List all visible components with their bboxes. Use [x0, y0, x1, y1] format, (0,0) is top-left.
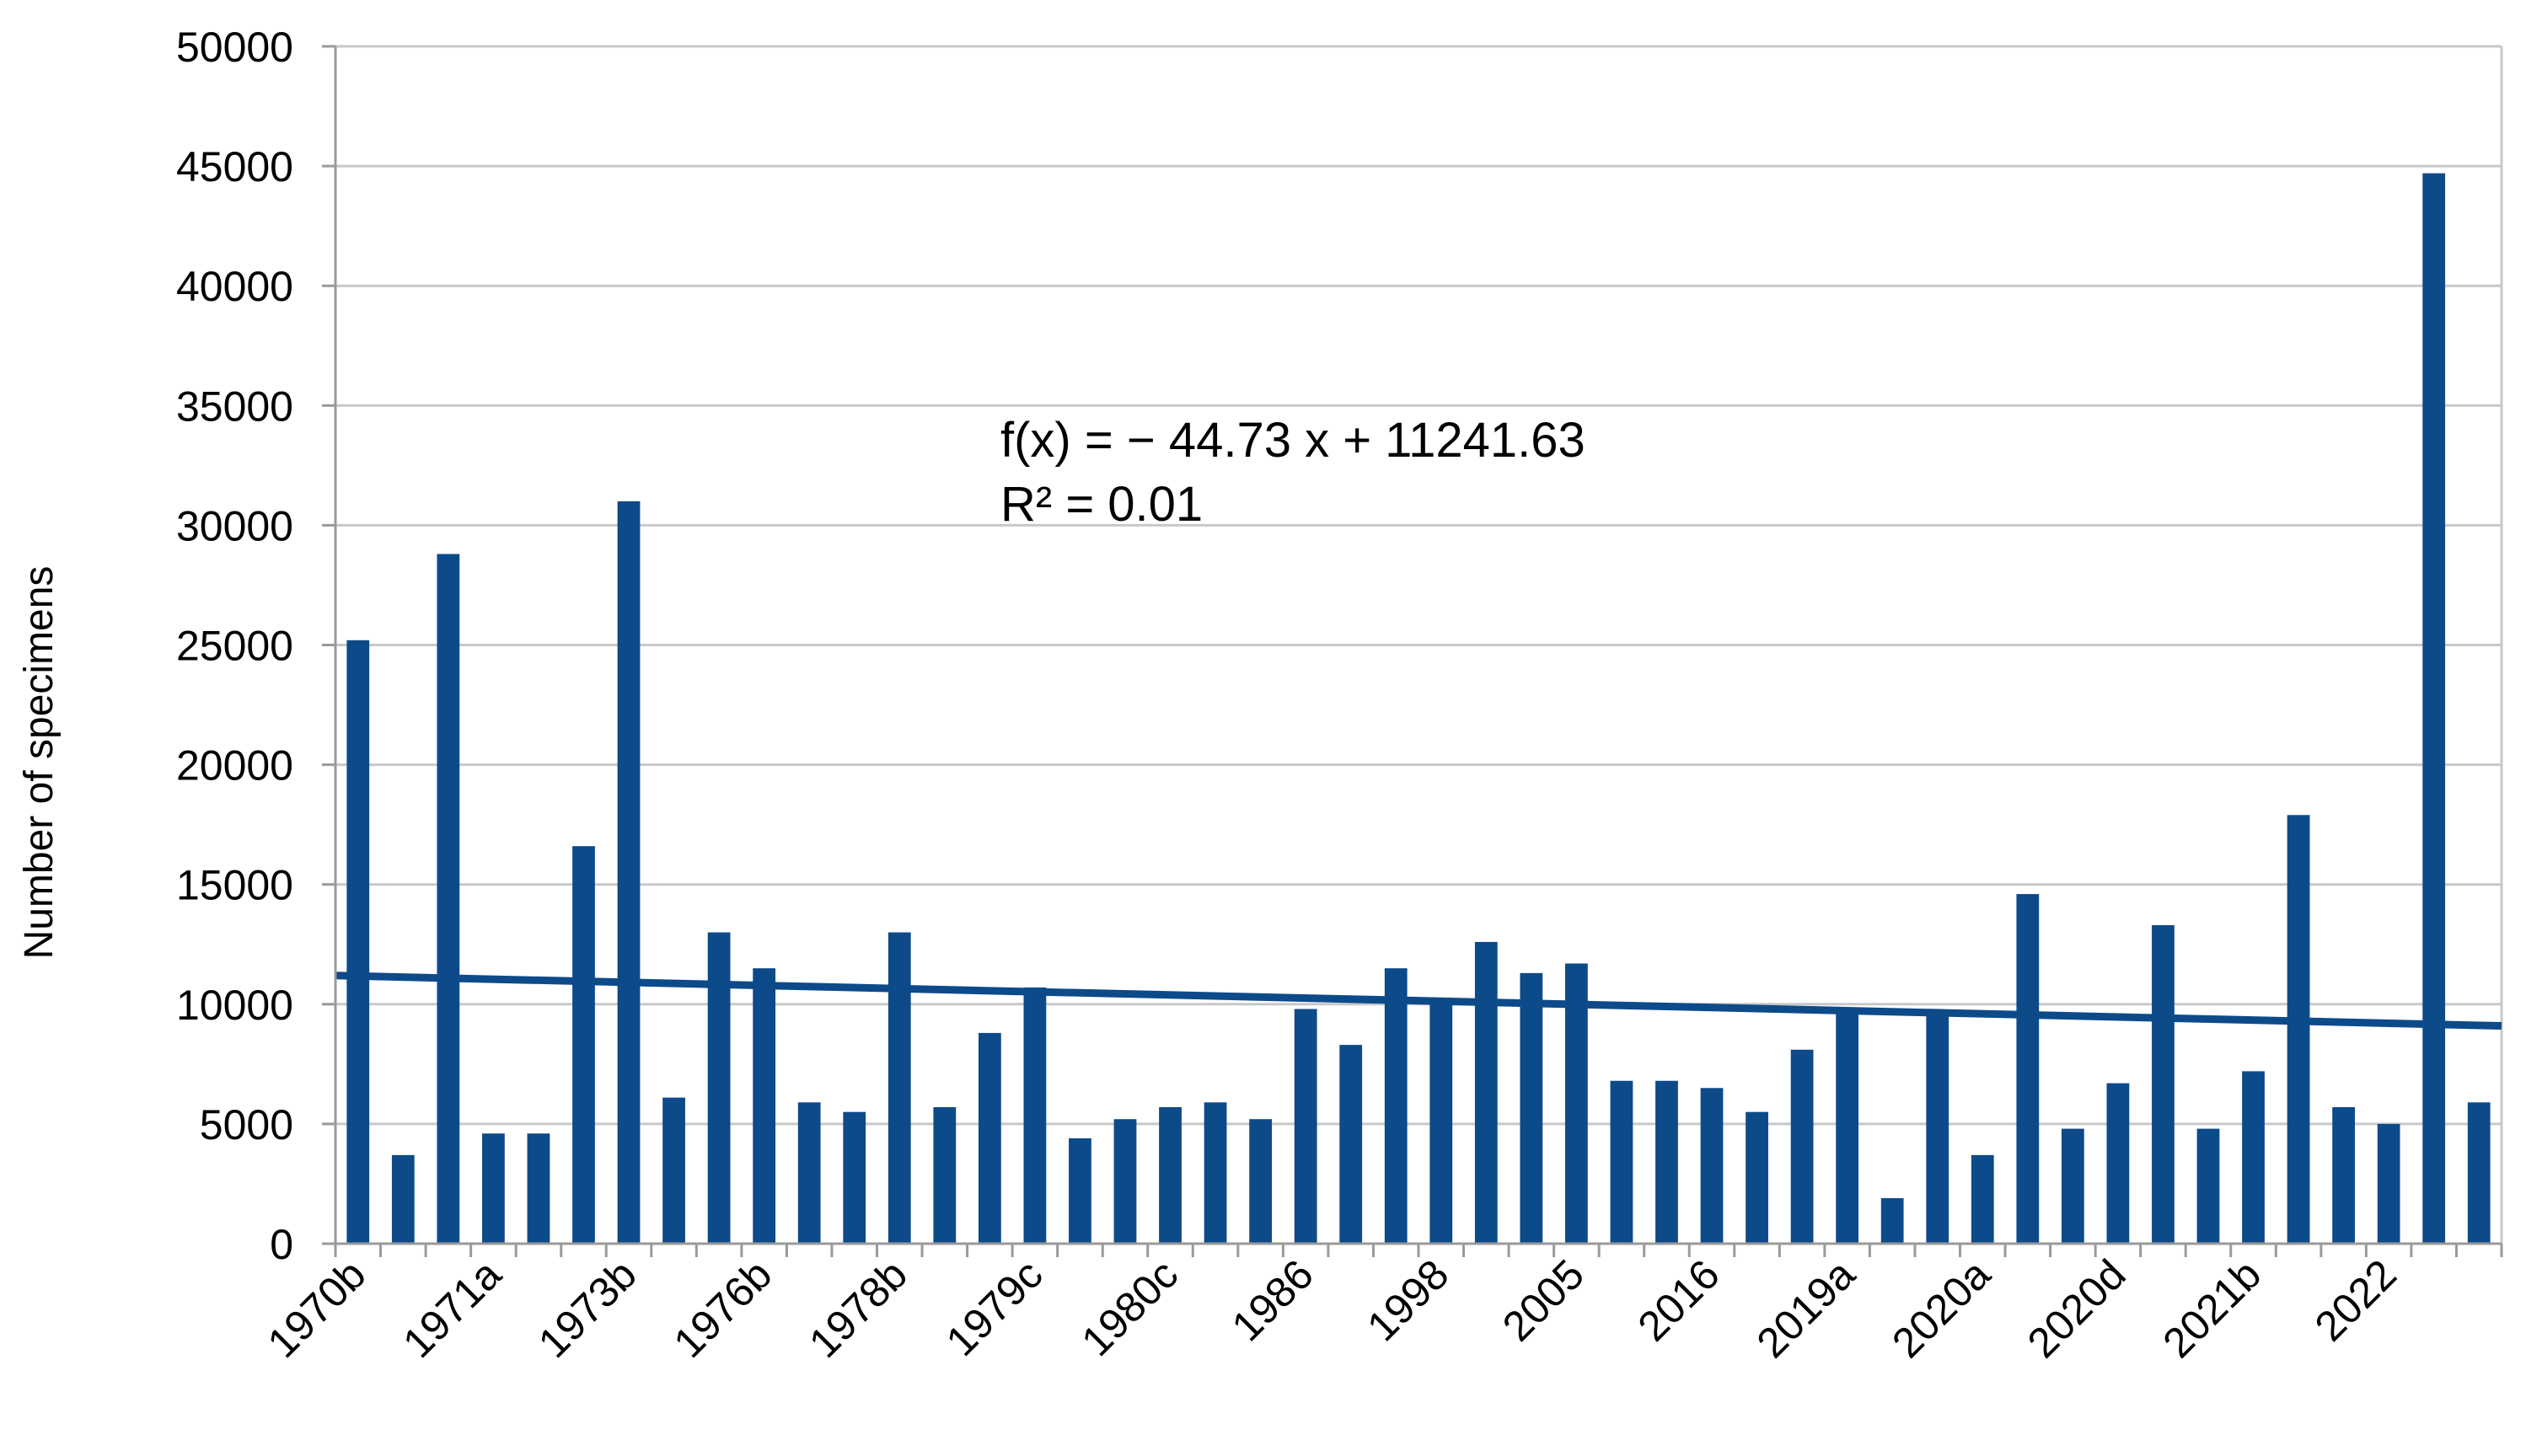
trend-equation: f(x) = − 44.73 x + 11241.63 [1000, 413, 1585, 468]
y-tick-label: 25000 [176, 623, 293, 670]
bar [527, 1133, 550, 1244]
bar [617, 500, 641, 1244]
bar [1384, 968, 1408, 1244]
y-tick-label: 30000 [176, 502, 293, 549]
bar [2287, 815, 2310, 1244]
bar [1971, 1154, 1994, 1244]
y-tick-label: 10000 [176, 982, 293, 1029]
bar [2242, 1071, 2265, 1244]
bar [2152, 925, 2175, 1244]
y-tick-label: 0 [270, 1221, 293, 1268]
bar [437, 554, 460, 1244]
bar [1023, 987, 1047, 1244]
bar [888, 932, 911, 1244]
bar [1113, 1119, 1137, 1244]
y-axis-title: Number of specimens [17, 566, 62, 960]
bar [572, 846, 595, 1244]
bar [2196, 1128, 2220, 1244]
bar [482, 1133, 505, 1244]
bar [2467, 1102, 2491, 1244]
trendline-group [335, 972, 2502, 1030]
bar [2061, 1128, 2084, 1244]
bar [1294, 1009, 1317, 1244]
y-tick-label: 45000 [176, 143, 293, 190]
bar [2422, 173, 2446, 1245]
bar [1836, 1011, 1859, 1244]
bar [933, 1107, 957, 1244]
bar [1204, 1102, 1227, 1244]
bar [1474, 941, 1498, 1244]
bar [1790, 1049, 1814, 1244]
y-tick-label: 50000 [176, 24, 293, 71]
bar [707, 932, 731, 1244]
bar [1700, 1088, 1724, 1244]
y-tick-label: 15000 [176, 862, 293, 909]
bar [1655, 1080, 1678, 1244]
axes [322, 45, 2503, 1257]
y-tick-label: 40000 [176, 263, 293, 310]
bar [1565, 963, 1588, 1244]
bar [1249, 1119, 1272, 1244]
bar [843, 1111, 866, 1244]
bar [797, 1102, 821, 1244]
bar [1069, 1138, 1091, 1244]
r-squared: R² = 0.01 [1000, 477, 1203, 532]
bar [753, 968, 776, 1244]
bar [2016, 894, 2040, 1244]
bar [978, 1032, 1001, 1244]
y-tick-label: 5000 [200, 1101, 293, 1148]
y-tick-label: 35000 [176, 383, 293, 430]
y-tick-labels: 0 5000 10000 15000 20000 25000 30000 35000 40000… [176, 24, 293, 1268]
bar [2377, 1123, 2400, 1244]
bar [391, 1154, 415, 1244]
bar [1429, 1001, 1453, 1244]
bar [1339, 1045, 1363, 1244]
trendline [335, 972, 2502, 1030]
bar [2106, 1083, 2130, 1244]
bar [1520, 972, 1543, 1244]
bar [1159, 1107, 1182, 1244]
bar [1610, 1080, 1633, 1244]
bar [346, 640, 370, 1244]
bar [2332, 1107, 2355, 1244]
y-tick-label: 20000 [176, 742, 293, 790]
bar [1746, 1111, 1768, 1244]
bar [1926, 1014, 1949, 1244]
bar [1880, 1198, 1904, 1244]
bars [346, 173, 2491, 1245]
bar [662, 1097, 685, 1244]
